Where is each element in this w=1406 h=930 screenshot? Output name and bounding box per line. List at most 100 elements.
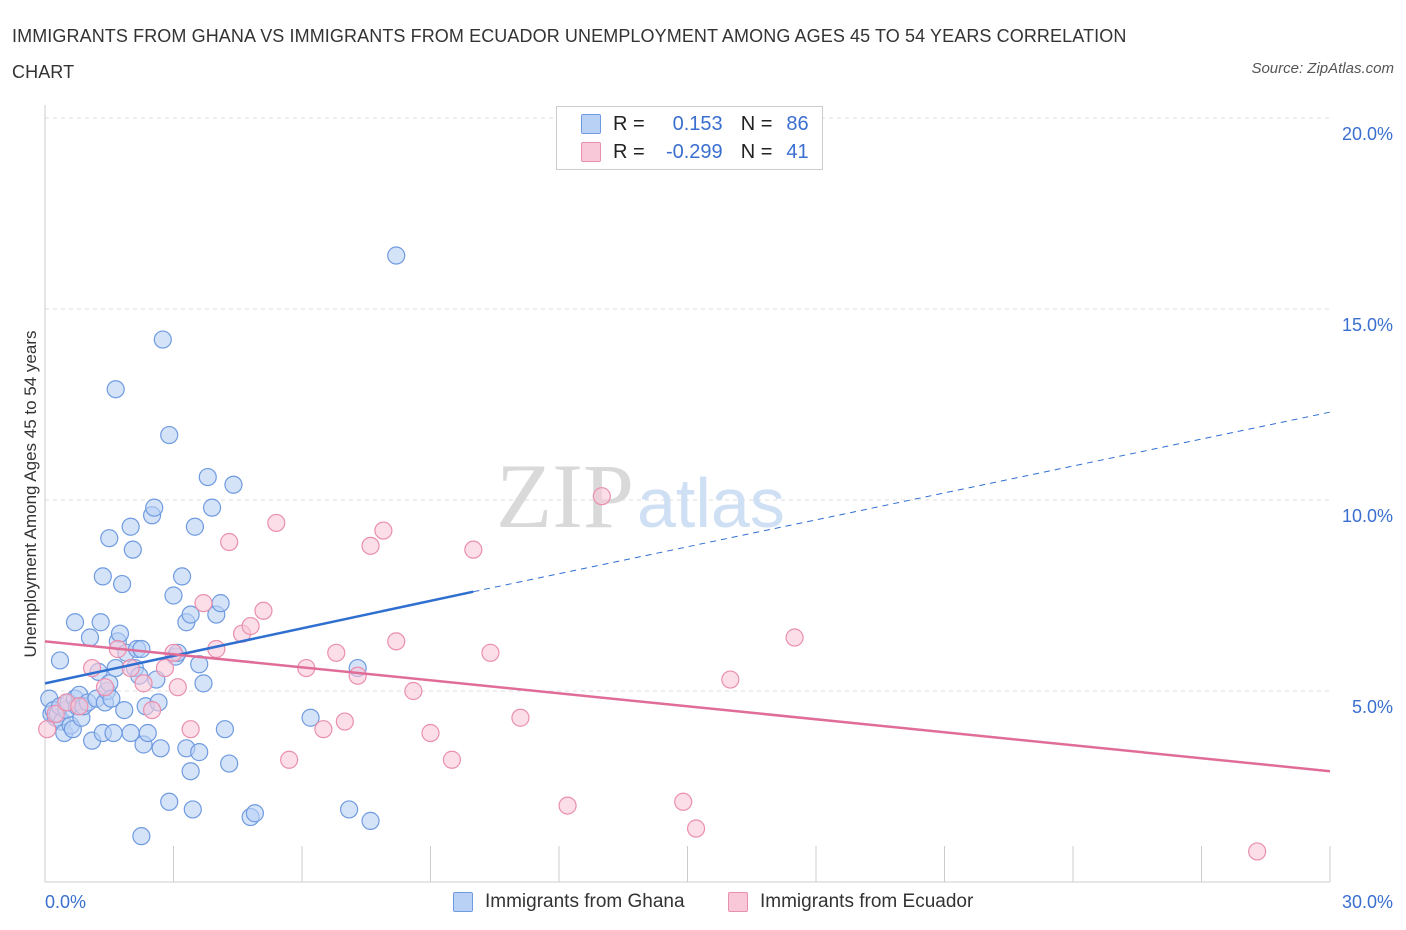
- ghana-point: [220, 754, 239, 773]
- source-note: Source: ZipAtlas.com: [1251, 60, 1394, 77]
- bottom-legend-swatch-ecuador: [728, 892, 748, 912]
- bottom-legend-ghana: Immigrants from Ghana: [453, 889, 685, 915]
- ecuador-point: [442, 750, 462, 769]
- axes: [44, 105, 1331, 883]
- ecuador-point: [38, 720, 57, 739]
- ghana-trend-line: [44, 590, 474, 685]
- ghana-point: [132, 827, 151, 846]
- ecuador-point: [254, 601, 273, 620]
- x-tick-label-max: 30.0%: [1342, 892, 1393, 912]
- ghana-point: [145, 498, 164, 517]
- y-tick-label: 15.0%: [1342, 315, 1393, 335]
- ghana-point: [245, 804, 264, 823]
- x-tick-label-min: 0.0%: [45, 892, 86, 912]
- ecuador-point: [327, 643, 346, 662]
- ecuador-point: [70, 697, 89, 716]
- ghana-point: [115, 700, 134, 720]
- ghana-point: [106, 380, 125, 399]
- ecuador-point: [481, 643, 500, 662]
- ghana-point: [185, 517, 205, 536]
- ghana-point: [112, 574, 132, 594]
- legend-n-label: N =: [740, 140, 773, 163]
- ecuador-point: [335, 712, 354, 731]
- ghana-point: [361, 811, 380, 830]
- ghana-point: [151, 739, 170, 758]
- ghana-point: [215, 720, 234, 739]
- legend-r-label: R =: [613, 112, 645, 135]
- watermark-atlas: atlas: [637, 464, 785, 542]
- ghana-point: [202, 498, 222, 517]
- ghana-point: [224, 475, 243, 494]
- ecuador-point: [121, 658, 140, 678]
- ecuador-point: [404, 681, 423, 701]
- ghana-point: [132, 639, 151, 659]
- ghana-point: [104, 723, 123, 743]
- ecuador-point: [721, 670, 740, 689]
- y-tick-label: 20.0%: [1342, 124, 1393, 144]
- ghana-point: [80, 628, 100, 647]
- ghana-point: [172, 567, 192, 586]
- ecuador-point: [361, 536, 380, 555]
- ecuador-point: [511, 708, 530, 727]
- ecuador-point: [267, 513, 286, 533]
- ghana-point: [138, 723, 157, 743]
- ghana-point: [198, 467, 217, 487]
- ghana-point: [100, 529, 119, 548]
- trend-lines: [44, 411, 1331, 773]
- ghana-point: [153, 330, 172, 349]
- ghana-point: [301, 708, 320, 727]
- ghana-point: [50, 651, 70, 670]
- ghana-point: [121, 517, 140, 536]
- ecuador-point: [168, 678, 187, 697]
- watermark-zip: ZIP: [496, 445, 634, 547]
- ecuador-point: [592, 487, 611, 506]
- watermark: ZIP atlas: [496, 445, 785, 547]
- ghana-point: [164, 586, 183, 605]
- ecuador-point: [374, 521, 393, 540]
- grid-lines: [45, 117, 1330, 692]
- ecuador-point: [314, 720, 333, 739]
- ecuador-point: [46, 704, 65, 724]
- legend-n-value-ghana: 86: [786, 112, 809, 135]
- ecuador-trend-line: [44, 640, 1331, 773]
- legend-n-label: N =: [740, 112, 773, 135]
- ghana-point: [387, 246, 406, 265]
- bottom-legend-label-ghana: Immigrants from Ghana: [485, 891, 685, 912]
- legend-row-ghana: R = 0.153 N = 86: [581, 112, 809, 136]
- ecuador-point: [686, 819, 706, 838]
- ecuador-point: [194, 594, 213, 613]
- ecuador-point: [558, 796, 577, 815]
- ecuador-point: [464, 540, 483, 559]
- ghana-trend-extension: [473, 411, 1331, 593]
- ghana-point: [183, 800, 202, 819]
- ghana-point: [123, 540, 142, 559]
- ghana-point: [121, 723, 140, 743]
- bottom-legend-ecuador: Immigrants from Ecuador: [728, 889, 973, 915]
- legend-swatch-ecuador: [581, 142, 601, 162]
- ecuador-point: [387, 632, 406, 651]
- ghana-point: [91, 613, 110, 632]
- ecuador-point: [280, 750, 299, 769]
- ghana-point: [211, 594, 230, 613]
- ecuador-point: [1248, 842, 1267, 861]
- ghana-point: [194, 674, 213, 693]
- ghana-point: [160, 425, 179, 445]
- legend-r-value-ecuador: -0.299: [665, 140, 723, 163]
- chart-title: IMMIGRANTS FROM GHANA VS IMMIGRANTS FROM…: [12, 26, 1127, 82]
- tick-labels: 5.0% 10.0% 15.0% 20.0% 0.0% 30.0%: [45, 124, 1393, 912]
- ecuador-point: [155, 658, 175, 678]
- ghana-point: [93, 567, 112, 586]
- ecuador-point: [220, 532, 239, 552]
- ghana-point: [190, 743, 209, 762]
- ecuador-point: [348, 666, 367, 685]
- ecuador-point: [674, 792, 693, 811]
- ghana-point: [65, 613, 85, 632]
- ghana-point: [181, 762, 200, 781]
- correlation-legend: R = 0.153 N = 86 R = -0.299 N = 41: [556, 106, 823, 170]
- y-tick-label: 10.0%: [1342, 506, 1393, 526]
- legend-r-value-ghana: 0.153: [672, 112, 723, 135]
- ecuador-point: [142, 700, 162, 720]
- ecuador-point: [421, 723, 440, 743]
- legend-swatch-ghana: [581, 114, 601, 134]
